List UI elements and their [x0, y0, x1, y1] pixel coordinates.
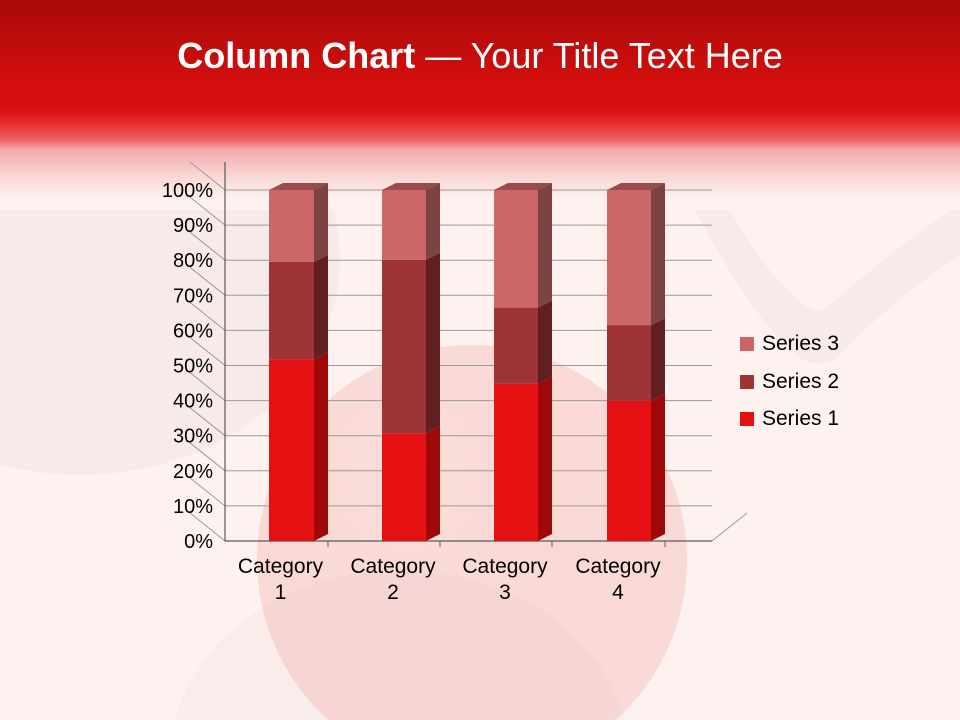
svg-text:50%: 50%: [173, 356, 213, 378]
svg-text:60%: 60%: [173, 320, 213, 342]
svg-text:10%: 10%: [173, 496, 213, 518]
svg-text:30%: 30%: [173, 426, 213, 448]
svg-text:Category: Category: [575, 555, 661, 578]
svg-text:3: 3: [499, 581, 511, 604]
svg-text:Series 3: Series 3: [762, 332, 839, 355]
svg-text:1: 1: [275, 581, 287, 604]
svg-text:80%: 80%: [173, 250, 213, 272]
svg-text:Category: Category: [350, 555, 436, 578]
svg-text:Series 2: Series 2: [762, 370, 839, 393]
svg-text:Series 1: Series 1: [762, 407, 839, 430]
svg-text:2: 2: [387, 581, 399, 604]
svg-text:Category: Category: [462, 555, 548, 578]
svg-text:4: 4: [612, 581, 624, 604]
svg-text:20%: 20%: [173, 461, 213, 483]
svg-text:40%: 40%: [173, 391, 213, 413]
svg-text:70%: 70%: [173, 285, 213, 307]
svg-text:Category: Category: [238, 555, 324, 578]
svg-text:100%: 100%: [162, 180, 213, 202]
svg-text:90%: 90%: [173, 215, 213, 237]
svg-text:0%: 0%: [184, 531, 213, 553]
